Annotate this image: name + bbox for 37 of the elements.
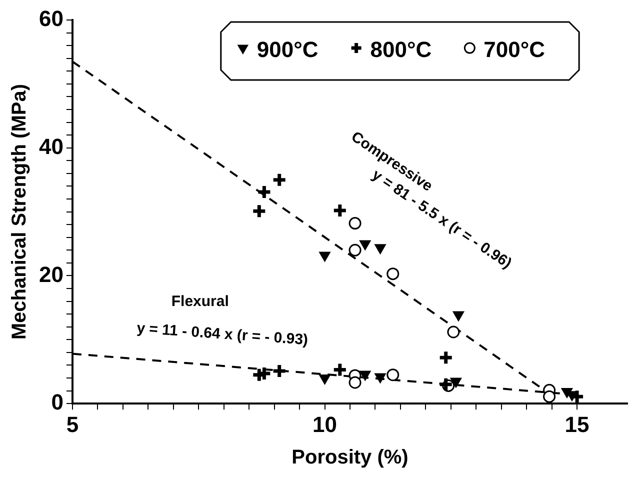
legend-label: 800°C bbox=[370, 37, 432, 62]
y-tick-label: 60 bbox=[38, 6, 64, 32]
point bbox=[386, 268, 400, 280]
point bbox=[360, 240, 371, 250]
point bbox=[348, 244, 362, 256]
x-tick-label: 5 bbox=[66, 412, 79, 437]
point bbox=[348, 376, 362, 389]
point bbox=[251, 203, 267, 219]
point bbox=[360, 370, 371, 380]
x-tick-label: 10 bbox=[312, 412, 337, 437]
point bbox=[332, 202, 348, 218]
x-tick-label: 15 bbox=[564, 412, 590, 437]
point bbox=[450, 378, 462, 388]
point bbox=[374, 373, 386, 383]
x-axis-title: Porosity (%) bbox=[292, 446, 408, 469]
y-tick-label: 40 bbox=[38, 134, 64, 159]
point bbox=[452, 311, 464, 321]
point bbox=[386, 368, 400, 382]
point bbox=[319, 252, 330, 262]
point bbox=[256, 184, 272, 200]
legend-label: 700°C bbox=[484, 37, 546, 62]
point bbox=[332, 362, 348, 378]
point bbox=[438, 350, 454, 366]
legend-label: 900°C bbox=[256, 37, 318, 62]
point bbox=[319, 374, 330, 384]
y-tick-label: 0 bbox=[51, 390, 64, 415]
point bbox=[543, 390, 556, 403]
y-axis-title: Mechanical Strength (MPa) bbox=[8, 84, 31, 340]
point bbox=[272, 363, 288, 379]
point bbox=[447, 326, 460, 338]
point bbox=[438, 376, 454, 392]
annotation: y = 11 - 0.64 x (r = - 0.93) bbox=[136, 320, 309, 349]
point bbox=[348, 217, 362, 230]
y-tick-label: 20 bbox=[38, 262, 64, 287]
point bbox=[374, 244, 386, 254]
annotation: Flexural bbox=[171, 293, 229, 310]
point bbox=[272, 172, 288, 188]
